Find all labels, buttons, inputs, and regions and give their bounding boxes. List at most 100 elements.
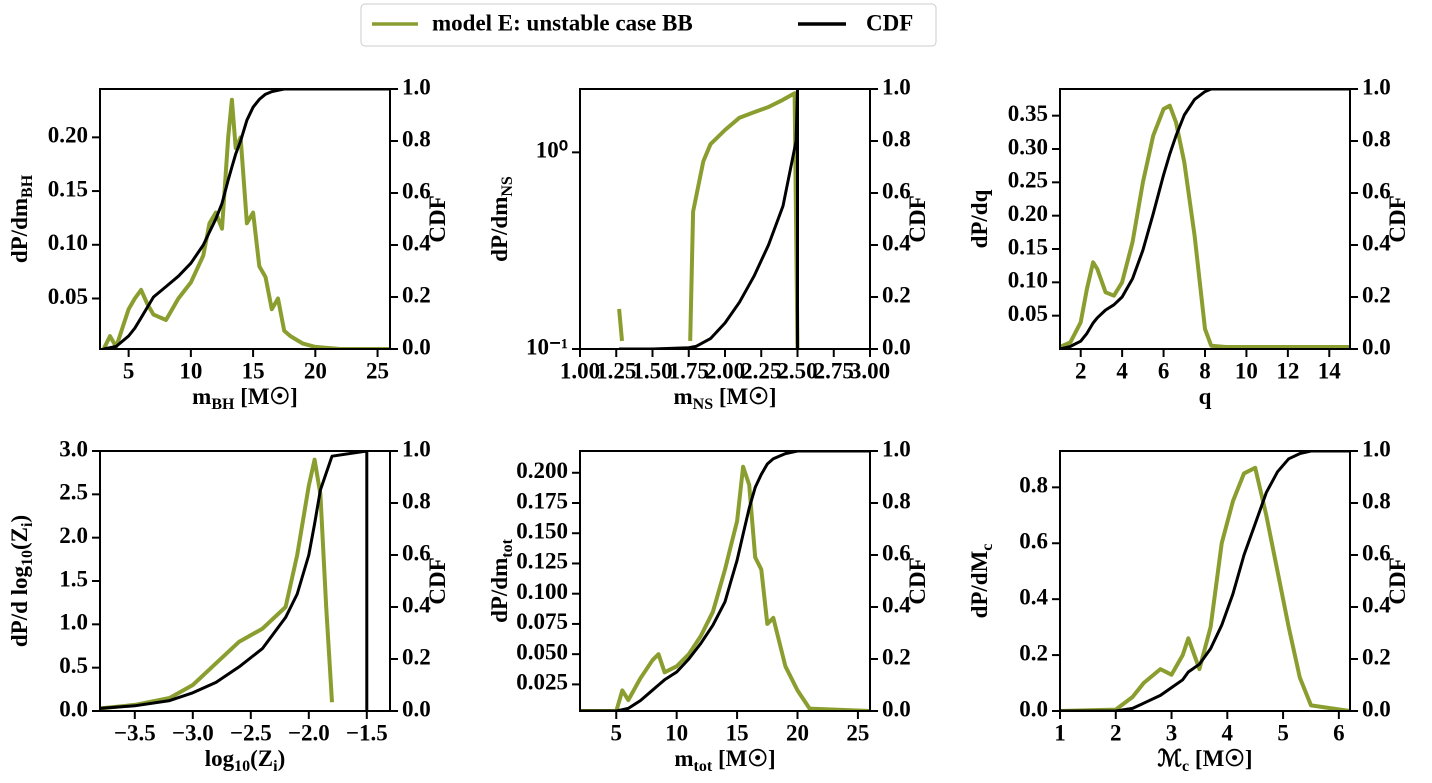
y-tick-label: 10⁻¹: [526, 334, 568, 359]
x-tick-label: 2.25: [741, 358, 781, 383]
y-tick-label: 0.125: [516, 549, 568, 574]
y2-axis-label-part: CDF: [905, 557, 930, 604]
y2-axis-label-part: CDF: [425, 557, 450, 604]
x-tick-label: 6: [1158, 358, 1170, 383]
x-tick-label: 1.75: [669, 358, 709, 383]
y2-tick-label: 0.6: [402, 178, 431, 203]
x-axis-label: mtot [M☉]: [674, 746, 775, 774]
y-tick-label: 0.20: [48, 123, 88, 148]
x-axis-label: ℳc [M☉]: [1157, 746, 1252, 774]
y2-tick-label: 0.2: [1362, 644, 1391, 669]
x-tick-label: 8: [1199, 358, 1211, 383]
y2-tick-label: 1.0: [402, 436, 431, 461]
x-tick-label: 25: [846, 720, 869, 745]
pdf-line: [580, 464, 870, 711]
y2-tick-label: 0.4: [402, 230, 431, 255]
x-tick-label: 15: [242, 358, 265, 383]
cdf-line: [1060, 89, 1350, 349]
x-axis-label: log10(Zi): [205, 746, 286, 774]
y2-axis-label: CDF: [1385, 557, 1410, 604]
x-axis-label-part: m: [674, 746, 693, 771]
x-tick-label: 5: [1277, 720, 1289, 745]
cdf-line: [103, 89, 390, 349]
y2-tick-label: 0.4: [1362, 230, 1391, 255]
x-tick-label: −3.0: [172, 720, 214, 745]
y2-axis-label-part: CDF: [1385, 195, 1410, 242]
x-tick-label: 2: [1110, 720, 1122, 745]
pdf-line: [617, 91, 800, 349]
y2-tick-label: 0.4: [1362, 592, 1391, 617]
x-axis-label-part: [M☉]: [1189, 746, 1252, 771]
x-tick-label: 12: [1276, 358, 1299, 383]
x-axis-label-part: [M☉]: [713, 384, 776, 409]
x-tick-label: 10: [179, 358, 202, 383]
cdf-line: [619, 89, 799, 349]
y2-tick-label: 0.2: [882, 282, 911, 307]
x-axis-label-part: (Z: [250, 746, 273, 771]
y2-tick-label: 0.0: [882, 334, 911, 359]
plot-frame: [1059, 450, 1351, 712]
x-tick-label: 2.00: [705, 358, 745, 383]
x-tick-label: 10: [665, 720, 688, 745]
y-axis-label: dP/dmtot: [487, 538, 515, 623]
legend-label: model E: unstable case BB: [432, 10, 693, 35]
y-axis-label-part: ): [7, 515, 32, 523]
y2-axis-label: CDF: [905, 557, 930, 604]
x-tick-label: 14: [1318, 358, 1342, 383]
y-tick-label: 0.075: [516, 609, 568, 634]
x-tick-label: 3: [1166, 720, 1178, 745]
y-axis-label-part: dP/d log: [7, 565, 32, 647]
x-axis-label: mNS [M☉]: [673, 384, 776, 412]
y-axis-label-part: dP/dm: [487, 197, 512, 262]
x-axis-label-part: m: [673, 384, 692, 409]
y2-axis-label-part: CDF: [425, 195, 450, 242]
y2-axis-label: CDF: [1385, 195, 1410, 242]
y-tick-label: 0.050: [516, 639, 568, 664]
y-tick-label: 0.10: [1008, 268, 1048, 293]
y2-tick-label: 0.2: [1362, 282, 1391, 307]
legend-label: CDF: [866, 10, 913, 35]
y2-tick-label: 0.2: [402, 282, 431, 307]
cdf-line: [100, 451, 369, 711]
x-tick-label: −1.5: [346, 720, 388, 745]
y2-tick-label: 1.0: [1362, 436, 1391, 461]
y-tick-label: 0.05: [1008, 301, 1048, 326]
x-axis-label-part: i: [273, 758, 278, 775]
y-axis-label: dP/dmNS: [487, 176, 515, 262]
y-tick-label: 0.175: [516, 488, 568, 513]
x-axis-label-part: tot: [694, 758, 713, 775]
y-tick-label: 0.0: [59, 696, 88, 721]
y-tick-label: 0.20: [1008, 201, 1048, 226]
plot-frame: [579, 450, 871, 712]
x-tick-label: 3.00: [850, 358, 890, 383]
pdf-line: [100, 457, 334, 711]
y-tick-label: 2.0: [59, 523, 88, 548]
x-tick-label: 15: [726, 720, 749, 745]
x-tick-label: 4: [1116, 358, 1128, 383]
y-tick-label: 0.100: [516, 579, 568, 604]
y2-tick-label: 0.2: [402, 644, 431, 669]
y2-tick-label: 0.0: [1362, 696, 1391, 721]
x-axis-label: mBH [M☉]: [192, 384, 298, 412]
y2-tick-label: 1.0: [882, 436, 911, 461]
y2-tick-label: 0.4: [402, 592, 431, 617]
y-axis-label: dP/d log10(Zi): [7, 515, 35, 647]
x-axis-label-part: ℳ: [1157, 746, 1182, 771]
x-axis-label-part: log: [205, 746, 235, 771]
y-tick-label: 3.0: [59, 436, 88, 461]
x-tick-label: 2.50: [777, 358, 817, 383]
y-tick-label: 0.30: [1008, 134, 1048, 159]
y2-tick-label: 0.8: [1362, 488, 1391, 513]
y-axis-label-part: (Z: [7, 527, 32, 550]
y2-tick-label: 0.0: [402, 696, 431, 721]
y2-tick-label: 0.6: [882, 540, 911, 565]
y2-tick-label: 0.0: [1362, 334, 1391, 359]
y2-tick-label: 0.6: [882, 178, 911, 203]
x-tick-label: 20: [786, 720, 809, 745]
x-axis-label: q: [1199, 384, 1212, 409]
pdf-line: [101, 97, 390, 349]
x-tick-label: 1.00: [560, 358, 600, 383]
y-tick-label: 0.25: [1008, 168, 1048, 193]
y-tick-label: 0.8: [1019, 473, 1048, 498]
